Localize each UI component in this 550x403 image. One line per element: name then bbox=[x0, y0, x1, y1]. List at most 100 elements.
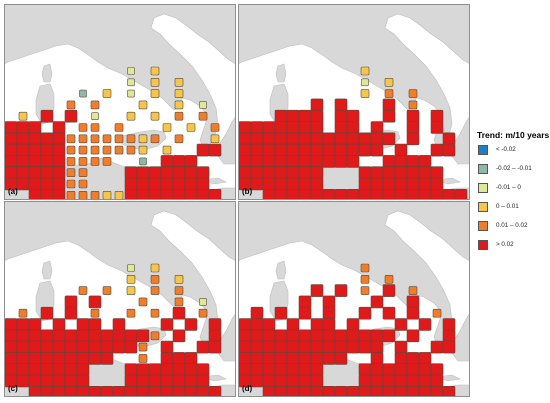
trend-cell bbox=[78, 134, 88, 144]
trend-cell bbox=[406, 295, 420, 309]
trend-cell bbox=[28, 166, 42, 179]
map-content bbox=[4, 201, 236, 403]
trend-cell bbox=[286, 329, 300, 343]
trend-cell bbox=[173, 398, 185, 403]
trend-cell bbox=[4, 132, 18, 146]
trend-cell bbox=[90, 191, 100, 200]
trend-cell bbox=[408, 286, 418, 295]
trend-cell bbox=[100, 329, 114, 343]
trend-cell bbox=[298, 340, 312, 354]
trend-cell bbox=[78, 168, 88, 177]
trend-cell bbox=[16, 143, 30, 157]
trend-cell bbox=[40, 132, 54, 146]
trend-cell bbox=[335, 398, 347, 403]
legend-item: 0.01 – 0.02 bbox=[476, 221, 550, 240]
trend-cell bbox=[382, 166, 396, 179]
trend-cell bbox=[124, 363, 138, 376]
trend-cell bbox=[274, 329, 288, 343]
trend-cell bbox=[78, 145, 88, 155]
trend-cell bbox=[52, 318, 66, 331]
trend-cell bbox=[418, 318, 432, 331]
trend-cell bbox=[124, 177, 138, 191]
trend-cell bbox=[238, 329, 252, 343]
trend-cell bbox=[250, 155, 264, 168]
trend-cell bbox=[334, 143, 348, 157]
trend-cell bbox=[16, 121, 30, 134]
trend-cell bbox=[91, 112, 99, 120]
trend-cell bbox=[287, 398, 299, 403]
trend-cell bbox=[52, 132, 66, 146]
trend-cell bbox=[406, 363, 420, 376]
trend-cell bbox=[53, 398, 65, 403]
trend-cell bbox=[4, 155, 18, 168]
trend-cell bbox=[382, 155, 396, 168]
trend-cell bbox=[126, 134, 136, 144]
land bbox=[275, 260, 287, 280]
legend-label: -0.01 – 0 bbox=[496, 184, 521, 191]
trend-cell bbox=[430, 109, 444, 123]
trend-cell bbox=[88, 295, 102, 309]
trend-cell bbox=[382, 109, 396, 123]
panel-label: (d) bbox=[242, 384, 253, 393]
trend-cell bbox=[28, 363, 42, 376]
trend-cell bbox=[310, 340, 324, 354]
legend-swatch bbox=[478, 145, 488, 155]
trend-cell bbox=[262, 329, 276, 343]
trend-cell bbox=[138, 354, 148, 363]
trend-cell bbox=[148, 166, 162, 179]
trend-cell bbox=[138, 100, 148, 110]
trend-cell bbox=[384, 78, 394, 87]
trend-cell bbox=[40, 329, 54, 343]
trend-cell bbox=[370, 329, 384, 343]
panel-frame bbox=[4, 201, 236, 397]
legend-item: < -0.02 bbox=[476, 145, 550, 164]
trend-cell bbox=[28, 318, 42, 331]
trend-cell bbox=[442, 318, 456, 331]
trend-cell bbox=[406, 177, 420, 191]
trend-cell bbox=[40, 306, 54, 320]
trend-cell bbox=[250, 121, 264, 134]
trend-cell bbox=[150, 275, 160, 284]
trend-cell bbox=[286, 177, 300, 191]
trend-cell bbox=[64, 306, 78, 320]
trend-cell bbox=[148, 363, 162, 376]
trend-cell bbox=[298, 132, 312, 146]
legend-item: > 0.02 bbox=[476, 240, 550, 259]
trend-cell bbox=[16, 363, 30, 376]
trend-cell bbox=[407, 398, 419, 403]
trend-cell bbox=[40, 340, 54, 354]
map-panel: (c) bbox=[4, 201, 236, 403]
trend-cell bbox=[430, 177, 444, 191]
trend-cell bbox=[76, 318, 90, 331]
trend-cell bbox=[322, 295, 336, 309]
trend-cell bbox=[16, 166, 30, 179]
trend-cell bbox=[28, 143, 42, 157]
trend-cell bbox=[430, 374, 444, 388]
trend-cell bbox=[28, 329, 42, 343]
trend-cell bbox=[76, 329, 90, 343]
trend-cell bbox=[208, 386, 222, 397]
trend-cell bbox=[418, 363, 432, 376]
trend-cell bbox=[286, 166, 300, 179]
trend-cell bbox=[360, 89, 370, 98]
trend-cell bbox=[322, 329, 336, 343]
trend-cell bbox=[382, 363, 396, 376]
trend-cell bbox=[298, 109, 312, 123]
trend-cell bbox=[298, 306, 312, 320]
trend-cell bbox=[370, 166, 384, 179]
trend-cell bbox=[196, 166, 210, 179]
trend-cell bbox=[78, 123, 88, 132]
trend-cell bbox=[184, 363, 198, 376]
trend-cell bbox=[370, 295, 384, 309]
trend-cell bbox=[430, 166, 444, 179]
trend-cell bbox=[286, 340, 300, 354]
trend-cell bbox=[90, 308, 100, 318]
trend-cell bbox=[382, 132, 396, 146]
trend-cell bbox=[418, 166, 432, 179]
trend-cell bbox=[274, 363, 288, 376]
trend-cell bbox=[4, 166, 18, 179]
trend-cell bbox=[52, 121, 66, 134]
trend-cell bbox=[102, 191, 112, 200]
trend-cell bbox=[40, 143, 54, 157]
trend-cell bbox=[88, 318, 102, 331]
